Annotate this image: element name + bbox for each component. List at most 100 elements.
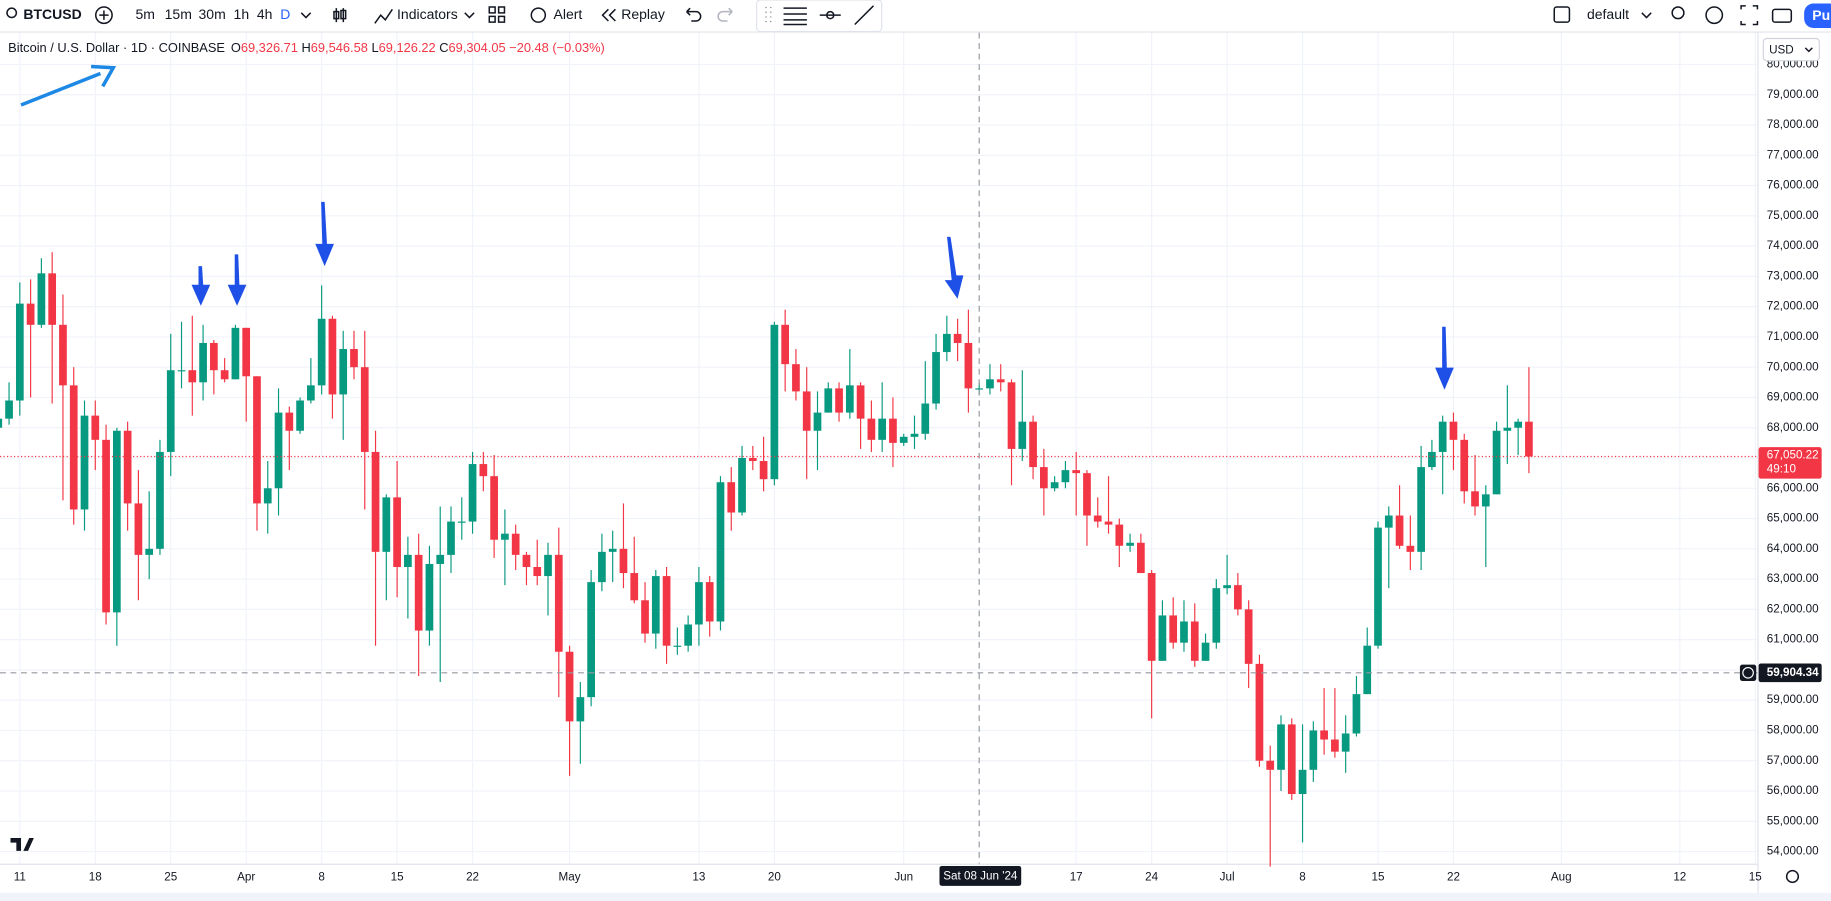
candle-body [662, 576, 671, 646]
caret[interactable] [300, 12, 312, 19]
candle-body [80, 415, 89, 510]
candle-body [393, 497, 401, 567]
candle-body [1147, 573, 1156, 661]
candle-body [942, 333, 951, 353]
candle-body [145, 548, 154, 555]
legend-value: 69,546.58 [311, 40, 368, 55]
redo-icon[interactable] [717, 7, 733, 22]
templates-icon[interactable] [488, 6, 506, 23]
candle-body [188, 370, 197, 383]
candle-body [1266, 760, 1275, 770]
candle-body [69, 385, 78, 510]
line-style-icon[interactable] [783, 7, 807, 26]
interval[interactable]: 4h [257, 6, 273, 22]
settings-icon[interactable] [1705, 6, 1724, 25]
candle-body [1309, 730, 1318, 770]
candle-body [91, 415, 100, 440]
arrow-down [227, 254, 247, 306]
candle-body [59, 324, 67, 386]
publish-button[interactable] [1804, 3, 1831, 29]
candle-body [651, 576, 660, 634]
annotations [20, 64, 1454, 390]
candle-body [1072, 470, 1081, 474]
interval[interactable]: 30m [199, 6, 226, 22]
candle-body [695, 582, 703, 625]
snapshot-icon[interactable] [1771, 8, 1793, 23]
layout-name[interactable]: default [1587, 6, 1629, 22]
candle-body [587, 582, 595, 698]
search-icon[interactable] [6, 7, 18, 19]
chart-type-icon[interactable] [333, 8, 347, 23]
currency-box[interactable] [1762, 37, 1820, 62]
indicators-icon[interactable] [374, 8, 393, 24]
candle-body [1363, 645, 1372, 695]
candle-body [177, 370, 186, 372]
candle-body [1287, 724, 1296, 795]
candle-body [727, 482, 736, 513]
y-tick-label: 70,000.00 [1767, 360, 1819, 373]
line-icon[interactable] [819, 10, 841, 20]
arrow-down [191, 266, 211, 306]
legend: Bitcoin / U.S. Dollar · 1D · COINBASE O6… [8, 40, 605, 55]
candle-body [15, 303, 24, 401]
candle-body [1438, 421, 1447, 452]
x-tick-label: 15 [391, 871, 404, 884]
legend-key: L [371, 40, 378, 55]
candle-body [317, 318, 326, 386]
fullscreen-icon[interactable] [1740, 5, 1759, 26]
publish-label[interactable]: Pu [1812, 7, 1830, 23]
candle-body [414, 554, 423, 631]
interval[interactable]: 5m [135, 6, 154, 22]
candle-body [1244, 609, 1253, 664]
interval[interactable]: 15m [165, 6, 192, 22]
replay[interactable]: Replay [621, 6, 665, 22]
arrow-diagonal [20, 71, 102, 107]
arrow-down [1435, 326, 1454, 390]
layout-checkbox[interactable] [1553, 6, 1571, 23]
x-tick-label: 24 [1145, 871, 1158, 884]
candle-body [425, 563, 434, 631]
arrow-head [90, 64, 117, 88]
interval[interactable]: 1h [234, 6, 250, 22]
crosshair-price-tag [1758, 663, 1822, 683]
indicators[interactable]: Indicators [397, 6, 458, 22]
candle-body [554, 554, 563, 652]
interval-active[interactable]: D [280, 6, 290, 22]
candle-body [759, 461, 768, 480]
caret[interactable] [1641, 12, 1652, 19]
trend-icon[interactable] [854, 5, 874, 26]
candle-body [996, 379, 1005, 383]
alert[interactable]: Alert [554, 6, 583, 22]
drag-handle[interactable] [765, 7, 772, 23]
legend-value: 69,326.71 [241, 40, 298, 55]
x-tick-label: 12 [1673, 871, 1686, 884]
caret[interactable] [464, 12, 475, 19]
replay-icon[interactable] [601, 8, 616, 22]
candle-body [102, 439, 110, 613]
candle-body [490, 476, 498, 540]
candle-body [1503, 427, 1512, 431]
y-tick-label: 59,000.00 [1767, 693, 1819, 706]
alert-icon[interactable] [530, 7, 547, 23]
compare-icon[interactable] [94, 6, 113, 25]
candle-body [867, 418, 876, 440]
currency[interactable]: USD [1769, 43, 1794, 56]
candle-body [382, 497, 391, 552]
x-tick-label: Aug [1551, 871, 1572, 884]
candle-body [1104, 521, 1113, 525]
y-tick-label: 79,000.00 [1767, 88, 1819, 101]
candle-body [878, 418, 887, 440]
x-tick-label: 18 [89, 871, 102, 884]
quick-search-icon[interactable] [1671, 6, 1685, 20]
candle-body [1212, 588, 1221, 643]
axis-settings[interactable] [1785, 869, 1800, 884]
undo-icon[interactable] [686, 7, 702, 22]
candle-body [360, 367, 369, 452]
candle-body [242, 327, 251, 377]
candle-body [716, 482, 725, 622]
symbol[interactable]: BTCUSD [23, 6, 81, 22]
candle-body [307, 385, 315, 401]
x-tick-label: 17 [1070, 871, 1083, 884]
